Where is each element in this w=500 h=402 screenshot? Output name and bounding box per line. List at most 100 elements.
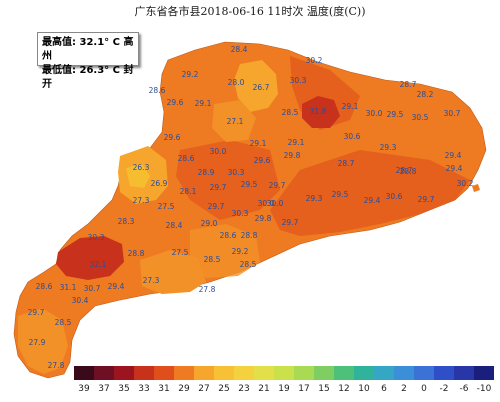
station-value: 29.3 [380, 143, 397, 152]
station-value: 29.7 [282, 218, 299, 227]
station-value: 30.4 [72, 296, 89, 305]
station-value: 27.8 [199, 285, 216, 294]
station-labels: 28.430.229.228.026.730.3 28.728.228.629.6… [28, 45, 474, 370]
station-value: 29.7 [269, 181, 286, 190]
station-value: 28.6 [149, 86, 166, 95]
station-value: 28.8 [400, 167, 417, 176]
station-value: 27.5 [172, 248, 189, 257]
station-value: 30.5 [412, 113, 429, 122]
station-value: 28.7 [396, 166, 413, 175]
station-value: 28.2 [417, 90, 434, 99]
station-value: 30.2 [457, 179, 474, 188]
legend-swatch [114, 366, 134, 380]
station-value: 31.8 [310, 107, 327, 116]
cool-region-peninsula [18, 308, 68, 374]
station-value: 28.4 [231, 45, 248, 54]
legend-label: 33 [138, 384, 150, 394]
station-value: 29.7 [208, 202, 225, 211]
station-value: 29.4 [364, 196, 381, 205]
station-value: 28.7 [338, 159, 355, 168]
station-value: 28.4 [166, 221, 183, 230]
legend-label: 12 [338, 384, 350, 394]
legend-label: 21 [258, 384, 270, 394]
legend-swatch [134, 366, 154, 380]
station-value: 30.7 [444, 109, 461, 118]
hot-spot-north [302, 96, 340, 128]
station-value: 29.8 [255, 214, 272, 223]
station-value: 27.1 [227, 117, 244, 126]
legend-swatch [234, 366, 254, 380]
station-value: 29.1 [195, 99, 212, 108]
station-value: 28.1 [180, 187, 197, 196]
legend-label: -6 [459, 384, 469, 394]
legend-swatch [394, 366, 414, 380]
legend-label: 17 [298, 384, 310, 394]
legend-swatch [454, 366, 474, 380]
station-value: 28.6 [178, 154, 195, 163]
station-value: 29.5 [387, 110, 404, 119]
legend-swatch [274, 366, 294, 380]
max-value-label: 最高值: 32.1° C 高州 [42, 37, 134, 62]
station-value: 29.4 [446, 164, 463, 173]
station-value: 27.3 [143, 276, 160, 285]
color-legend [74, 366, 494, 382]
legend-swatch [334, 366, 354, 380]
legend-label: 35 [118, 384, 130, 394]
station-value: 28.3 [118, 217, 135, 226]
station-value: 29.6 [167, 98, 184, 107]
cool-region-south [140, 250, 206, 294]
station-value: 27.8 [48, 361, 65, 370]
legend-swatch [414, 366, 434, 380]
station-value: 29.6 [254, 156, 271, 165]
station-value: 29.2 [182, 70, 199, 79]
cool-region-center-south [190, 224, 260, 278]
station-value: 28.8 [241, 231, 258, 240]
station-value: 28.5 [204, 255, 221, 264]
legend-label: 39 [78, 384, 90, 394]
station-value: 28.5 [55, 318, 72, 327]
legend-swatch [74, 366, 94, 380]
station-value: 30.0 [366, 109, 383, 118]
legend-label: -2 [439, 384, 449, 394]
legend-label: 29 [178, 384, 190, 394]
station-value: 27.3 [133, 196, 150, 205]
station-value: 28.9 [198, 168, 215, 177]
station-value: 28.5 [282, 108, 299, 117]
station-value: 30.0 [210, 147, 227, 156]
legend-swatch [294, 366, 314, 380]
station-value: 28.5 [240, 260, 257, 269]
station-value: 27.9 [29, 338, 46, 347]
legend-label: 23 [238, 384, 250, 394]
station-value: 30.3 [232, 209, 249, 218]
station-value: 30.0 [267, 199, 284, 208]
legend-swatch [314, 366, 334, 380]
station-value: 30.3 [290, 76, 307, 85]
station-value: 29.0 [201, 219, 218, 228]
station-value: 30.2 [306, 56, 323, 65]
station-value: 29.6 [164, 133, 181, 142]
station-value: 28.7 [400, 80, 417, 89]
stats-box: 最高值: 32.1° C 高州 最低值: 26.3° C 封开 [37, 32, 139, 90]
station-value: 28.6 [36, 282, 53, 291]
legend-label: 15 [318, 384, 330, 394]
station-value: 30.7 [84, 284, 101, 293]
station-value: 27.5 [158, 202, 175, 211]
region-south-east-warm [270, 150, 470, 236]
hot-spot-west [56, 236, 124, 280]
legend-label: 10 [358, 384, 370, 394]
legend-swatch [94, 366, 114, 380]
legend-swatch [354, 366, 374, 380]
station-value: 26.9 [151, 179, 168, 188]
island-nanao [472, 184, 480, 192]
cool-region-north [234, 60, 278, 112]
cool-region-west-2 [126, 164, 150, 188]
legend-swatch [154, 366, 174, 380]
station-value: 29.5 [241, 180, 258, 189]
cool-region-mid [212, 100, 256, 142]
legend-swatch [474, 366, 494, 380]
legend-label: 31 [158, 384, 170, 394]
map-title: 广东省各市县2018-06-16 11时次 温度(度(C)) [134, 5, 366, 18]
legend-label: 37 [98, 384, 110, 394]
legend-label: 25 [218, 384, 230, 394]
legend-label: 27 [198, 384, 210, 394]
